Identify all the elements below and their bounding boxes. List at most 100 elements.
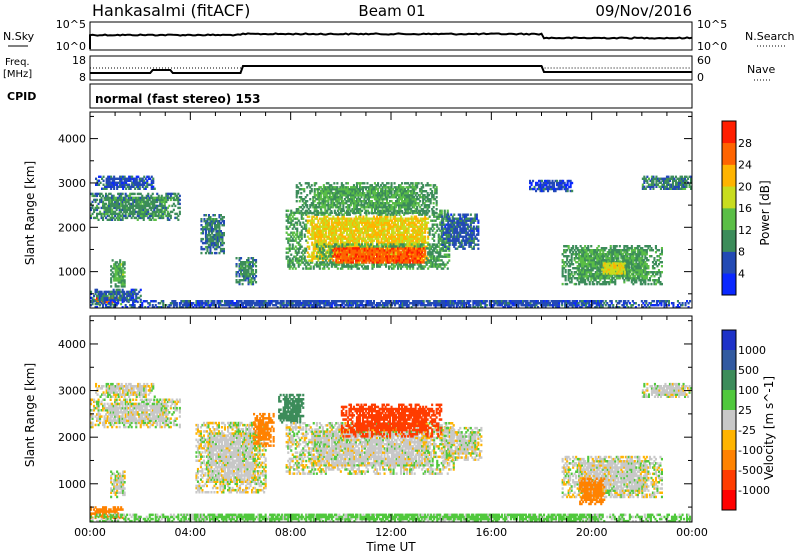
heatmap-cell [211, 252, 213, 254]
heatmap-cell [441, 263, 443, 265]
heatmap-cell [301, 246, 303, 248]
heatmap-cell [174, 205, 176, 207]
heatmap-cell [311, 184, 313, 186]
nsky-trace [90, 33, 692, 49]
heatmap-cell [292, 244, 294, 246]
heatmap-cell [441, 259, 443, 261]
heatmap-cell [98, 207, 100, 209]
heatmap-cell [423, 259, 425, 261]
heatmap-cell [315, 182, 317, 184]
heatmap-cell [119, 259, 121, 261]
heatmap-cell [96, 199, 98, 201]
heatmap-cell [429, 216, 431, 218]
heatmap-cell [300, 192, 302, 194]
heatmap-cell [112, 259, 114, 261]
heatmap-cell [306, 194, 308, 196]
heatmap-cell [411, 243, 413, 245]
heatmap-cell [205, 214, 207, 216]
heatmap-cell [308, 216, 310, 218]
heatmap-cell [341, 243, 343, 245]
heatmap-cell [310, 265, 312, 267]
heatmap-cell [401, 210, 403, 212]
heatmap-cell [179, 199, 181, 201]
heatmap-cell [173, 209, 175, 211]
heatmap-cell [423, 265, 425, 267]
heatmap-cell [248, 257, 250, 259]
heatmap-cell [255, 269, 257, 271]
heatmap-cell [293, 263, 295, 265]
heatmap-cell [255, 275, 257, 277]
heatmap-cell [179, 207, 181, 209]
heatmap-cell [401, 182, 403, 184]
heatmap-cell [200, 252, 202, 254]
heatmap-cell [370, 243, 372, 245]
heatmap-cell [368, 212, 370, 214]
heatmap-cell [140, 299, 142, 301]
heatmap-cell [302, 212, 304, 214]
heatmap-cell [385, 243, 387, 245]
heatmap-cell [124, 267, 126, 269]
heatmap-cell [308, 228, 310, 230]
heatmap-cell [255, 265, 257, 267]
heatmap-cell [417, 267, 419, 269]
heatmap-cell [118, 285, 120, 287]
heatmap-cell [304, 256, 306, 258]
freq-label: Freq. [5, 57, 30, 68]
heatmap-cell [223, 248, 225, 250]
cpid-label: CPID [7, 90, 36, 103]
heatmap-cell [391, 182, 393, 184]
freq-unit-label: [MHz] [3, 69, 32, 80]
heatmap-cell [337, 267, 339, 269]
heatmap-cell [140, 289, 142, 291]
heatmap-cell [335, 212, 337, 214]
heatmap-cell [332, 259, 334, 261]
heatmap-cell [170, 215, 172, 217]
nsky-label: N.Sky [3, 30, 35, 43]
heatmap-cell [412, 182, 414, 184]
cpid-text: normal (fast stereo) 153 [95, 92, 261, 106]
heatmap-cell [223, 216, 225, 218]
heatmap-cell [135, 289, 137, 291]
heatmap-cell [441, 255, 443, 257]
heatmap-cell [363, 182, 365, 184]
heatmap-cell [179, 211, 181, 213]
heatmap-cell [448, 254, 450, 256]
heatmap-cell [296, 200, 298, 202]
heatmap-cell [296, 228, 298, 230]
heatmap-cell [252, 269, 254, 271]
heatmap-cell [325, 245, 327, 247]
heatmap-cell [364, 243, 366, 245]
heatmap-cell [317, 265, 319, 267]
heatmap-cell [361, 265, 363, 267]
heatmap-cell [323, 249, 325, 251]
heatmap-cell [147, 193, 149, 195]
heatmap-cell [427, 222, 429, 224]
heatmap-cell [311, 188, 313, 190]
heatmap-cell [319, 255, 321, 257]
heatmap-cell [124, 275, 126, 277]
heatmap-cell [200, 218, 202, 220]
nave-tick-bottom: 0 [697, 71, 704, 84]
heatmap-cell [302, 267, 304, 269]
heatmap-cell [316, 261, 318, 263]
heatmap-cell [255, 259, 257, 261]
heatmap-cell [330, 210, 332, 212]
heatmap-cell [290, 254, 292, 256]
heatmap-cell [124, 261, 126, 263]
heatmap-cell [154, 188, 156, 190]
heatmap-cell [152, 193, 154, 195]
heatmap-cell [308, 246, 310, 248]
heatmap-cell [328, 267, 330, 269]
heatmap-cell [255, 281, 257, 283]
heatmap-cell [287, 210, 289, 212]
freq-tick-bottom: 8 [79, 71, 86, 84]
heatmap-cell [444, 210, 446, 212]
heatmap-cell [236, 263, 238, 265]
heatmap-cell [367, 265, 369, 267]
heatmap-cell [435, 261, 437, 263]
freq-trace [90, 66, 692, 73]
heatmap-cell [365, 210, 367, 212]
heatmap-cell [423, 243, 425, 245]
heatmap-cell [308, 182, 310, 184]
